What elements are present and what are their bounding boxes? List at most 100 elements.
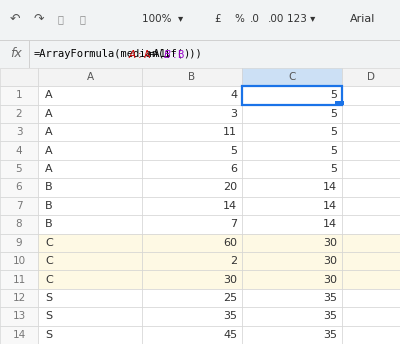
Bar (242, 270, 342, 289)
Text: 9: 9 (16, 238, 22, 248)
Text: S: S (45, 311, 52, 321)
Text: .0: .0 (250, 14, 260, 24)
Bar (242, 141, 342, 160)
Bar (38, 123, 142, 141)
Bar (0, 105, 38, 123)
Text: 35: 35 (223, 311, 237, 321)
Bar (242, 86, 342, 105)
Text: B: B (45, 201, 53, 211)
Text: 4: 4 (16, 146, 22, 155)
Text: ⬛: ⬛ (80, 14, 86, 24)
Text: 5: 5 (330, 146, 337, 155)
Text: 20: 20 (223, 182, 237, 193)
Bar (38, 252, 142, 270)
Bar (142, 325, 242, 344)
Bar (0, 141, 38, 160)
Text: ↶: ↶ (10, 12, 20, 25)
Text: 14: 14 (323, 182, 337, 193)
Text: ↷: ↷ (34, 12, 44, 25)
Bar (142, 234, 242, 252)
Text: 14: 14 (323, 219, 337, 229)
Text: 11: 11 (12, 275, 26, 284)
Text: Arial: Arial (350, 14, 375, 24)
Bar (0, 197, 38, 215)
Bar (38, 160, 142, 178)
Text: 30: 30 (323, 238, 337, 248)
Bar (38, 215, 142, 234)
Text: 30: 30 (223, 275, 237, 284)
Text: C: C (288, 72, 296, 82)
Text: 7: 7 (230, 219, 237, 229)
Text: 25: 25 (223, 293, 237, 303)
Text: =A1,: =A1, (148, 49, 173, 59)
Bar (242, 105, 342, 123)
Text: 14: 14 (12, 330, 26, 340)
Bar (342, 234, 400, 252)
Text: 30: 30 (323, 275, 337, 284)
Bar (0, 289, 38, 307)
Bar (0, 160, 38, 178)
Bar (142, 215, 242, 234)
Text: 7: 7 (16, 201, 22, 211)
Bar (242, 123, 342, 141)
Text: 8: 8 (16, 219, 22, 229)
Bar (0, 68, 38, 86)
Text: 4: 4 (230, 90, 237, 100)
Text: 5: 5 (330, 90, 337, 100)
Bar (142, 252, 242, 270)
Text: 30: 30 (323, 256, 337, 266)
Bar (38, 325, 142, 344)
Text: £: £ (214, 14, 221, 24)
Text: 2: 2 (230, 256, 237, 266)
Bar (0, 270, 38, 289)
Bar (38, 289, 142, 307)
Bar (242, 289, 342, 307)
Text: C: C (45, 238, 53, 248)
Bar (0, 234, 38, 252)
Text: fx: fx (10, 47, 22, 60)
Bar (342, 215, 400, 234)
Text: 3: 3 (16, 127, 22, 137)
Bar (342, 307, 400, 325)
Text: 6: 6 (230, 164, 237, 174)
Text: 2: 2 (16, 109, 22, 119)
Bar (142, 160, 242, 178)
Bar (0, 86, 38, 105)
Bar (242, 160, 342, 178)
Text: 100%  ▾: 100% ▾ (142, 14, 183, 24)
Bar (342, 86, 400, 105)
Bar (0, 307, 38, 325)
Bar (142, 307, 242, 325)
Bar (342, 270, 400, 289)
Text: 45: 45 (223, 330, 237, 340)
Bar (242, 307, 342, 325)
Text: A: A (45, 164, 53, 174)
Bar (242, 325, 342, 344)
Bar (342, 160, 400, 178)
Bar (142, 141, 242, 160)
Text: C: C (45, 275, 53, 284)
Text: 123 ▾: 123 ▾ (287, 14, 316, 24)
Text: 60: 60 (223, 238, 237, 248)
Bar (38, 197, 142, 215)
Text: 35: 35 (323, 330, 337, 340)
Bar (142, 289, 242, 307)
Bar (0, 123, 38, 141)
Bar (38, 270, 142, 289)
Bar (142, 123, 242, 141)
Bar (38, 234, 142, 252)
Text: .00: .00 (268, 14, 284, 24)
Bar (38, 307, 142, 325)
Text: A: A (45, 127, 53, 137)
Text: =ArrayFormula(median(if(: =ArrayFormula(median(if( (34, 49, 184, 59)
Text: 12: 12 (12, 293, 26, 303)
Text: $B:$B: $B:$B (163, 48, 186, 60)
Bar (0, 178, 38, 197)
Bar (335, 101, 344, 105)
Bar (242, 252, 342, 270)
Bar (342, 325, 400, 344)
Text: ))): ))) (183, 49, 202, 59)
Bar (242, 197, 342, 215)
Bar (342, 252, 400, 270)
Text: 10: 10 (12, 256, 26, 266)
